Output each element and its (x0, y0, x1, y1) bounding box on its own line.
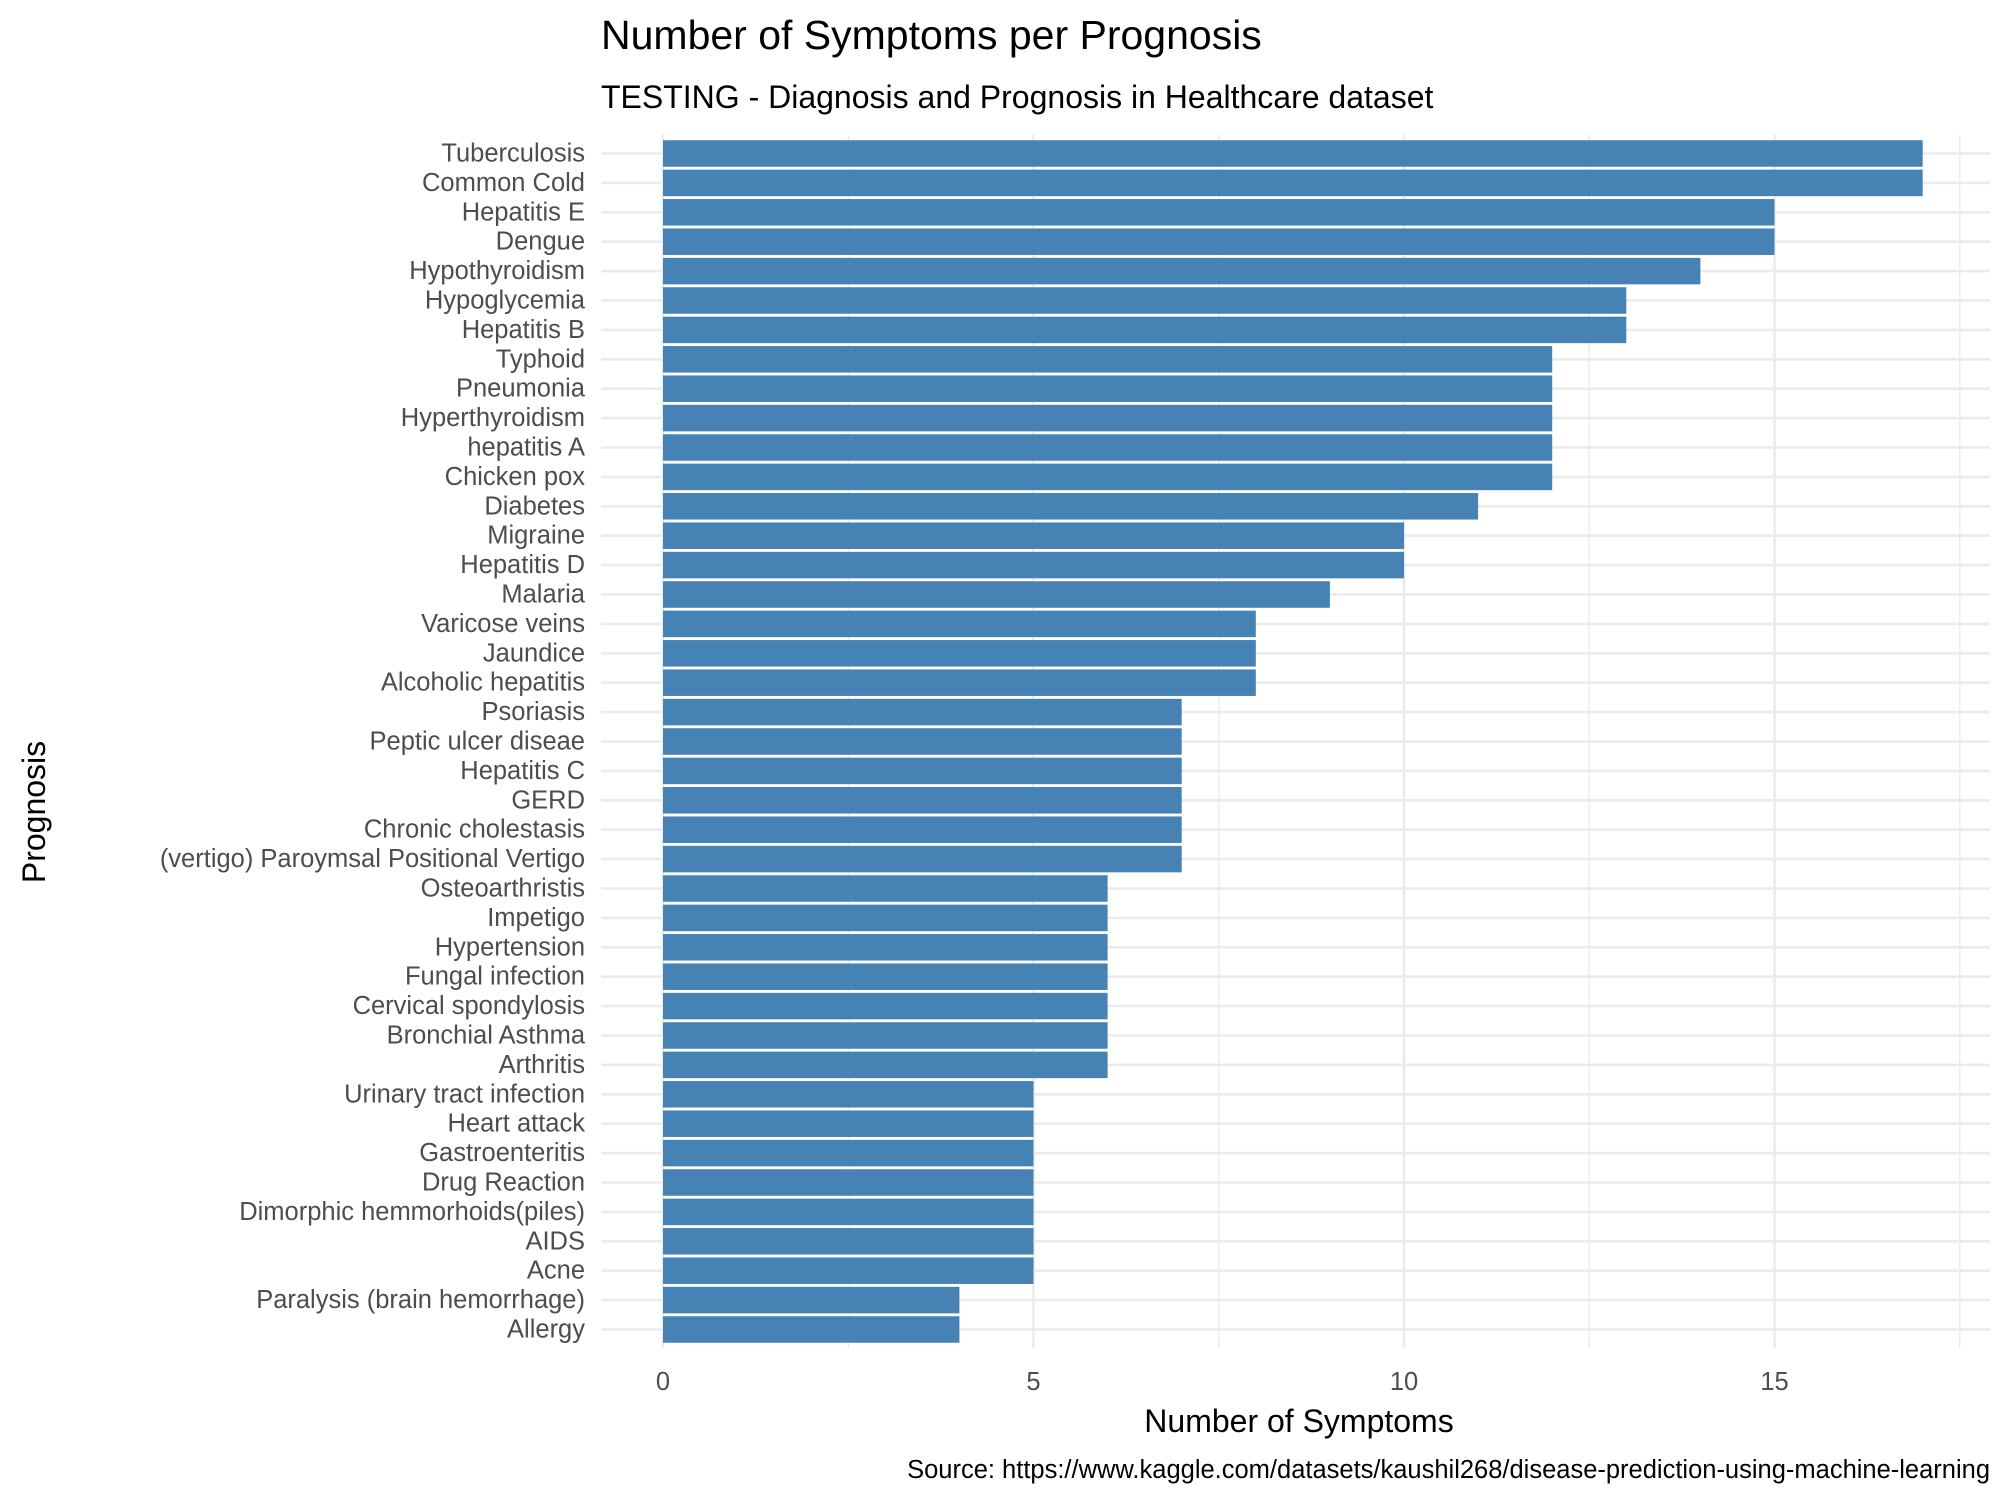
bar (663, 816, 1182, 843)
x-axis-title: Number of Symptoms (1144, 1403, 1453, 1439)
category-label: Hyperthyroidism (401, 404, 585, 432)
category-label: Psoriasis (482, 698, 585, 726)
category-label: Acne (527, 1257, 585, 1285)
x-tick-label: 10 (1390, 1368, 1418, 1396)
bar (663, 581, 1330, 608)
bar (663, 1316, 960, 1343)
category-label: Alcoholic hepatitis (381, 669, 585, 697)
bar (663, 1228, 1034, 1255)
x-tick-label: 0 (656, 1368, 670, 1396)
bar (663, 698, 1182, 726)
bar (663, 257, 1701, 285)
bar (663, 169, 1923, 197)
category-label: Diabetes (484, 492, 585, 520)
category-label: Malaria (501, 581, 585, 609)
bar (663, 1110, 1034, 1137)
bar (663, 757, 1182, 785)
bar (663, 434, 1553, 461)
bar (663, 551, 1404, 579)
bars (663, 140, 1923, 1343)
bar (663, 228, 1775, 255)
bar (663, 1022, 1108, 1049)
category-label: Dengue (496, 228, 585, 256)
bar (663, 1051, 1108, 1079)
category-label: Gastroenteritis (419, 1139, 585, 1167)
category-label: Tuberculosis (441, 140, 585, 168)
category-label: Heart attack (448, 1110, 586, 1138)
category-label: Jaundice (483, 639, 585, 667)
chart-subtitle: TESTING - Diagnosis and Prognosis in Hea… (601, 79, 1434, 115)
category-label: Typhoid (496, 345, 585, 373)
category-label: Drug Reaction (422, 1169, 585, 1197)
bar (663, 1286, 960, 1314)
bar (663, 346, 1553, 373)
category-label: Fungal infection (405, 963, 585, 991)
bar (663, 992, 1108, 1020)
category-label: GERD (511, 786, 585, 814)
category-label: Dimorphic hemmorhoids(piles) (239, 1198, 585, 1226)
bar (663, 963, 1108, 990)
category-label: Bronchial Asthma (387, 1022, 586, 1050)
bar (663, 875, 1108, 902)
bar (663, 845, 1182, 873)
category-label: Hypoglycemia (425, 287, 586, 315)
x-tick-labels: 0 5 10 15 (656, 1368, 1789, 1396)
bar (663, 375, 1553, 402)
category-label: AIDS (525, 1227, 585, 1255)
bar (663, 463, 1553, 491)
category-label: Pneumonia (456, 375, 586, 403)
category-label: hepatitis A (467, 434, 585, 462)
bar (663, 1081, 1034, 1108)
bar (663, 728, 1182, 755)
category-label: Cervical spondylosis (353, 992, 585, 1020)
category-label: Varicose veins (421, 610, 585, 638)
category-label: Common Cold (422, 169, 585, 197)
category-label: Osteoarthristis (421, 875, 585, 903)
bar (663, 904, 1108, 932)
category-label: Hypothyroidism (409, 257, 585, 285)
category-label: Hypertension (435, 933, 585, 961)
bar (663, 493, 1479, 520)
x-tick-label: 5 (1026, 1368, 1040, 1396)
category-label: Hepatitis C (460, 757, 585, 785)
bar (663, 316, 1627, 344)
bar (663, 522, 1404, 549)
bar (663, 140, 1923, 167)
bar (663, 787, 1182, 814)
source-caption: Source: https://www.kaggle.com/datasets/… (907, 1456, 1990, 1484)
category-label: Chicken pox (445, 463, 586, 491)
category-label: Migraine (487, 522, 585, 550)
bar (663, 1169, 1034, 1196)
category-label: Hepatitis E (462, 198, 585, 226)
category-label: Paralysis (brain hemorrhage) (256, 1286, 585, 1314)
bar (663, 1257, 1034, 1284)
category-label: Impetigo (487, 904, 585, 932)
category-label: Allergy (507, 1316, 585, 1344)
bar (663, 1139, 1034, 1167)
bar (663, 640, 1256, 667)
y-axis-title: Prognosis (16, 741, 52, 883)
bar (663, 610, 1256, 638)
category-label: (vertigo) Paroymsal Positional Vertigo (160, 845, 585, 873)
bar (663, 1198, 1034, 1226)
category-label: Hepatitis D (460, 551, 585, 579)
x-tick-label: 15 (1760, 1368, 1788, 1396)
category-label: Urinary tract infection (344, 1080, 585, 1108)
bar (663, 199, 1775, 226)
category-label: Peptic ulcer diseae (370, 728, 585, 756)
category-label: Arthritis (499, 1051, 585, 1079)
bar (663, 669, 1256, 696)
chart-title: Number of Symptoms per Prognosis (601, 12, 1262, 58)
bar (663, 934, 1108, 961)
category-label: Chronic cholestasis (364, 816, 585, 844)
bar (663, 404, 1553, 432)
category-label: Hepatitis B (462, 316, 585, 344)
bar (663, 287, 1627, 314)
